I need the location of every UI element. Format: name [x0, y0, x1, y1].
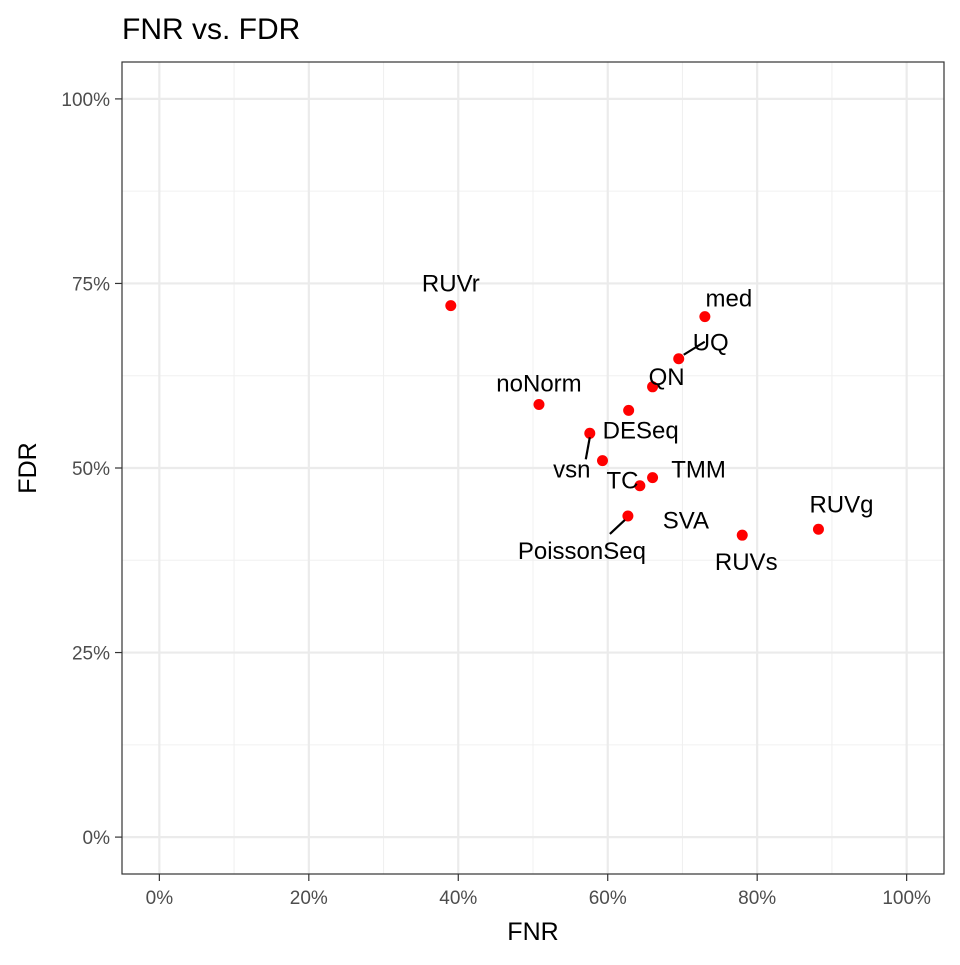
point-label-tc: TC — [606, 468, 638, 495]
x-axis-title: FNR — [507, 918, 558, 946]
point-uq — [673, 353, 685, 365]
x-tick-label: 80% — [738, 888, 776, 909]
point-label-ruvs: RUVs — [715, 549, 778, 576]
y-tick-label: 50% — [72, 459, 110, 480]
points — [445, 300, 824, 541]
point-labels: RUVr med UQ QN noNorm DESeq vsn TC TMM SVA Poisson… — [422, 271, 874, 577]
y-axis-title: FDR — [14, 442, 42, 493]
point-label-ruvr: RUVr — [422, 271, 480, 298]
point-ruvg — [812, 523, 824, 535]
panel-border — [121, 61, 945, 875]
point-vsn — [584, 427, 596, 439]
x-tick-label: 20% — [290, 888, 328, 909]
y-tick-label: 75% — [72, 274, 110, 295]
point-label-tmm: TMM — [671, 457, 726, 484]
grid — [122, 62, 944, 874]
point-ruvs — [736, 529, 748, 541]
point-label-vsn: vsn — [553, 456, 590, 483]
x-tick-label: 60% — [589, 888, 627, 909]
point-label-deseq: DESeq — [603, 417, 679, 444]
point-label-ruvg: RUVg — [809, 491, 873, 518]
point-label-sva: SVA — [663, 508, 709, 535]
point-nonorm — [533, 399, 545, 411]
axes: 0% 20% 40% 60% 80% 100% 0% 25% 50% 75% 100% — [61, 90, 931, 909]
point-label-qn: QN — [649, 364, 685, 391]
point-poissonseq — [622, 510, 634, 522]
point-label-uq: UQ — [693, 330, 729, 357]
point-label-nonorm: noNorm — [496, 371, 581, 398]
point-tc — [596, 455, 608, 467]
point-label-poissonseq: PoissonSeq — [518, 538, 646, 565]
chart-title: FNR vs. FDR — [122, 13, 300, 46]
point-qn — [647, 381, 659, 393]
x-tick-label: 100% — [882, 888, 931, 909]
point-ruvr — [445, 300, 457, 312]
x-tick-label: 0% — [146, 888, 174, 909]
point-label-med: med — [706, 286, 753, 313]
label-leader-uq — [683, 340, 706, 356]
point-med — [699, 311, 711, 323]
y-tick-label: 100% — [61, 90, 110, 111]
label-leader-poissonseq — [609, 519, 626, 535]
point-deseq — [623, 404, 635, 416]
label-leader-vsn — [584, 437, 591, 460]
point-sva — [634, 480, 646, 492]
y-tick-label: 25% — [72, 644, 110, 665]
point-tmm — [647, 472, 659, 484]
y-tick-label: 0% — [83, 828, 111, 849]
x-tick-label: 40% — [439, 888, 477, 909]
